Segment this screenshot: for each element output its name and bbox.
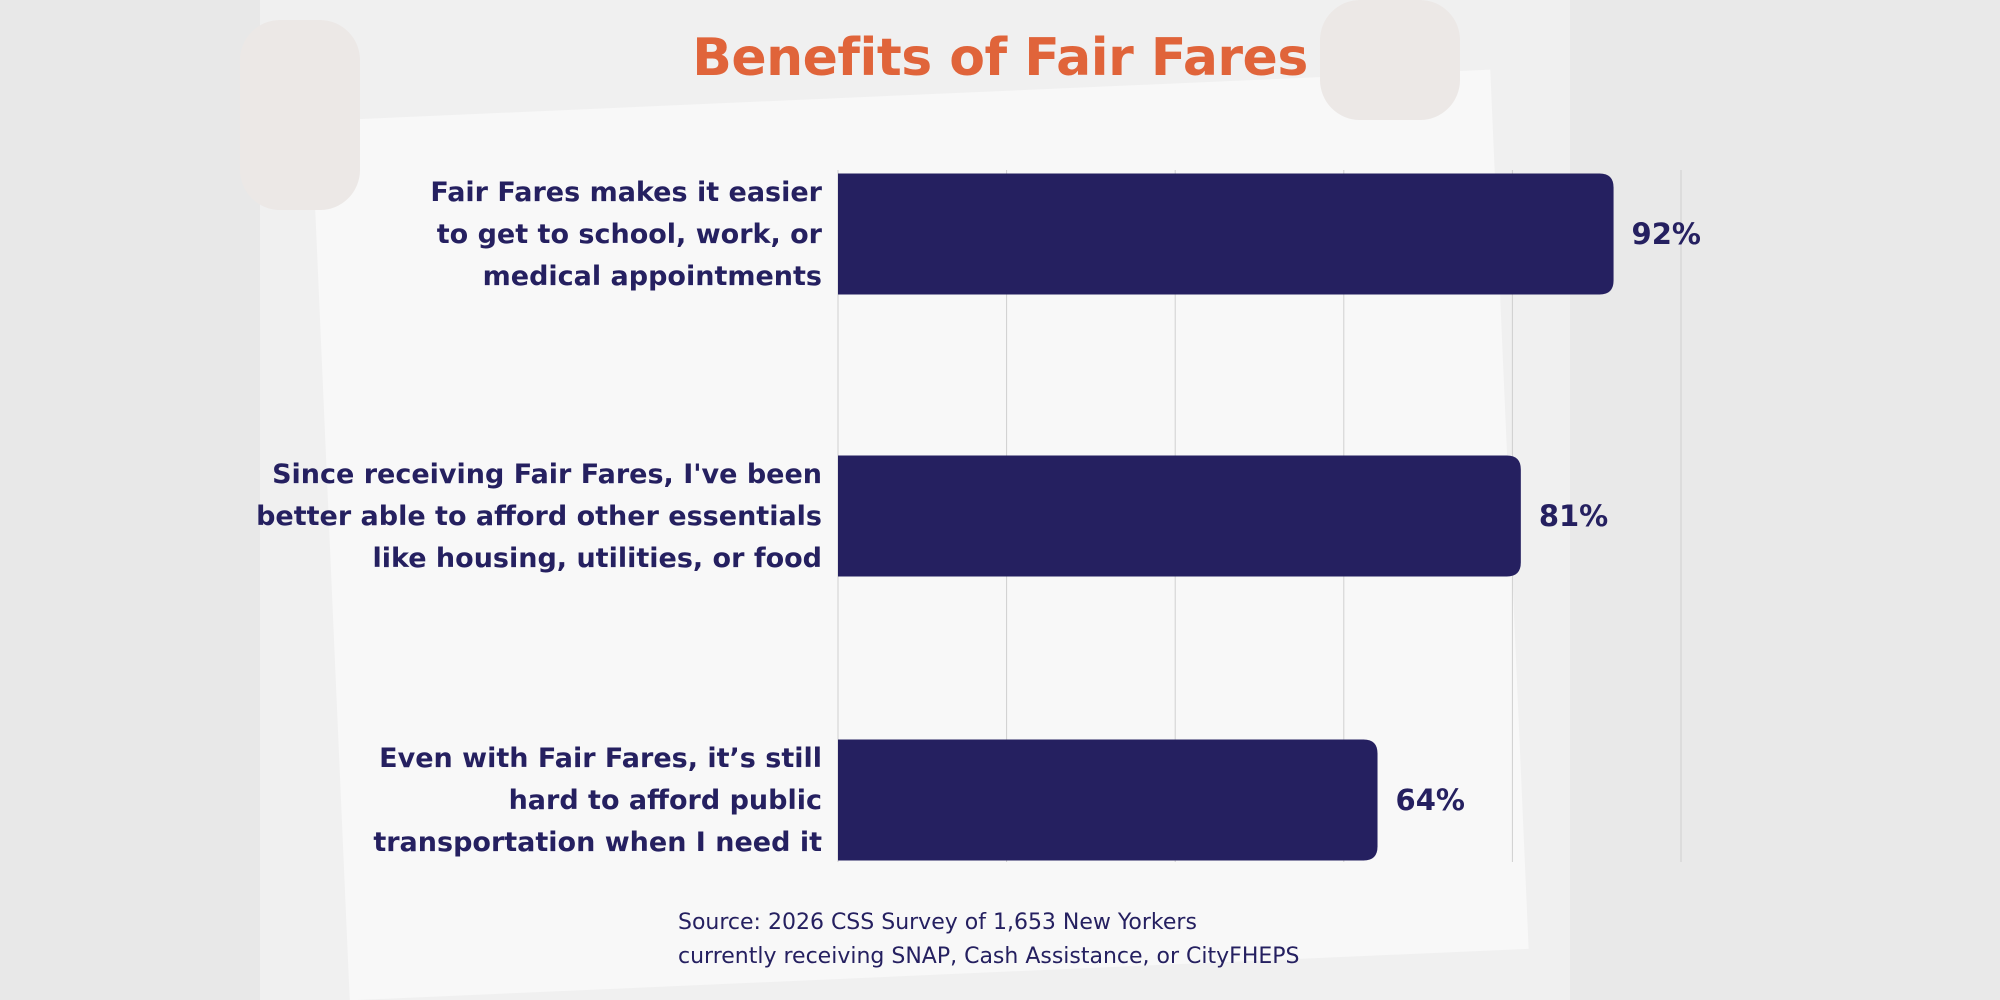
source-line-1: Source: 2026 CSS Survey of 1,653 New Yor… (678, 910, 1197, 935)
category-label: to get to school, work, or (437, 219, 823, 250)
background-hand-right (1320, 0, 1460, 120)
source-line-2: currently receiving SNAP, Cash Assistanc… (678, 944, 1300, 969)
data-label: 81% (1539, 499, 1608, 533)
background-hand-left (240, 20, 360, 210)
bar (838, 455, 1521, 577)
data-label: 92% (1632, 217, 1701, 251)
source-note: Source: 2026 CSS Survey of 1,653 New Yor… (678, 906, 1300, 974)
category-label: Since receiving Fair Fares, I've been (272, 459, 822, 490)
background-shadow-right (1570, 0, 2000, 1000)
category-label: medical appointments (483, 261, 822, 292)
category-label: like housing, utilities, or food (372, 543, 822, 574)
bar (838, 173, 1614, 295)
category-label: transportation when I need it (373, 827, 822, 858)
category-label: better able to afford other essentials (256, 501, 822, 532)
category-label: Fair Fares makes it easier (430, 177, 822, 208)
category-label: Even with Fair Fares, it’s still (379, 743, 822, 774)
data-label: 64% (1396, 783, 1465, 817)
category-label: hard to afford public (509, 785, 822, 816)
bar (838, 739, 1378, 861)
background-shadow-left (0, 0, 260, 1000)
chart-title: Benefits of Fair Fares (692, 28, 1308, 88)
